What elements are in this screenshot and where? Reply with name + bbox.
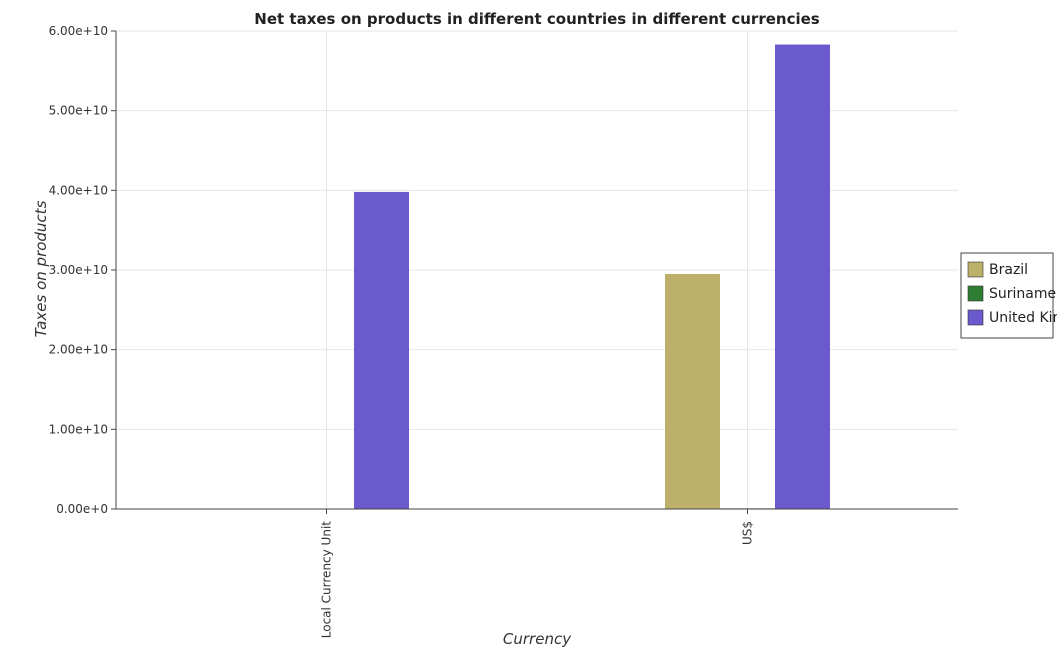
chart-title: Net taxes on products in different count… [254, 10, 819, 28]
bar-brazil [665, 273, 720, 509]
y-tick-label: 1.00e+10 [49, 422, 108, 436]
y-tick-label: 6.00e+10 [49, 24, 108, 38]
y-tick-label: 0.00e+0 [56, 502, 108, 516]
x-tick-label: US$ [741, 521, 755, 545]
bar-united-kingdom [354, 191, 409, 509]
legend-swatch [967, 285, 984, 302]
gridlines [116, 30, 958, 510]
y-tick-label: 5.00e+10 [49, 104, 108, 118]
legend-swatch [967, 309, 984, 326]
x-axis-title: Currency [503, 630, 572, 648]
y-tick-label: 2.00e+10 [49, 343, 108, 357]
legend-swatch [967, 261, 984, 278]
y-axis-title: Taxes on products [32, 200, 50, 337]
legend-label: Brazil [989, 262, 1028, 278]
legend-label: Suriname [989, 286, 1056, 302]
legend: Brazil Suriname United Kingdom [960, 252, 1057, 339]
x-tick-label: Local Currency Unit [320, 521, 334, 639]
y-tick-label: 4.00e+10 [49, 183, 108, 197]
bars [299, 44, 830, 509]
y-tick-label: 3.00e+10 [49, 263, 108, 277]
legend-label: United Kingdom [989, 310, 1057, 326]
bar-united-kingdom [775, 44, 830, 509]
axes: 0.00e+0 1.00e+10 2.00e+10 3.00e+10 4.00e+10 5… [49, 24, 958, 638]
